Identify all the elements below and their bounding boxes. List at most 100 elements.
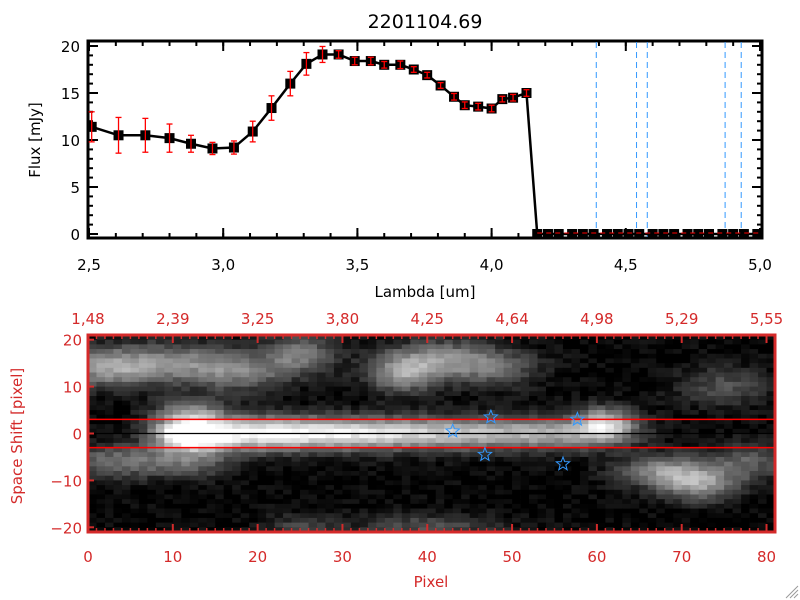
heatmap-cell [749, 424, 759, 430]
heatmap-cell [198, 353, 208, 359]
heatmap-cell [639, 494, 649, 500]
y-tick-label: −10 [50, 472, 82, 490]
heatmap-cell [435, 363, 445, 369]
x-tick-label: 40 [418, 548, 437, 566]
heatmap-cell [240, 485, 250, 491]
heatmap-cell [673, 400, 683, 406]
heatmap-cell [121, 410, 131, 416]
heatmap-cell [300, 386, 309, 392]
heatmap-cell [88, 335, 97, 341]
heatmap-cell [579, 395, 589, 402]
heatmap-cell [732, 405, 742, 411]
heatmap-cell [486, 461, 496, 467]
y-tick-label: 10 [61, 132, 80, 150]
heatmap-cell [401, 485, 411, 491]
heatmap-cell [673, 452, 683, 458]
heatmap-cell [495, 433, 504, 439]
heatmap-cell [147, 424, 157, 430]
heatmap-cell [613, 363, 623, 369]
heatmap-cell [333, 358, 343, 364]
heatmap-cell [512, 344, 521, 350]
heatmap-cell [707, 447, 717, 453]
heatmap-cell [342, 424, 352, 430]
heatmap-cell [681, 344, 691, 350]
heatmap-cell [376, 513, 386, 519]
heatmap-cell [647, 433, 657, 439]
heatmap-cell [579, 391, 589, 397]
heatmap-cell [537, 419, 547, 425]
heatmap-cell [529, 372, 538, 378]
heatmap-cell [724, 452, 733, 458]
heatmap-cell [325, 480, 335, 486]
heatmap-cell [274, 485, 284, 491]
heatmap-cell [435, 349, 445, 355]
heatmap-cell [461, 503, 471, 509]
heatmap-cell [732, 367, 742, 373]
heatmap-cell [300, 499, 309, 505]
heatmap-cell [249, 503, 259, 509]
heatmap-cell [452, 339, 462, 345]
heatmap-cell [520, 513, 530, 519]
heatmap-cell [664, 363, 674, 369]
heatmap-cell [393, 508, 403, 514]
heatmap-cell [121, 452, 131, 458]
heatmap-cell [266, 414, 275, 420]
heatmap-cell [215, 372, 225, 378]
heatmap-cell [249, 358, 259, 364]
heatmap-cell [350, 489, 360, 495]
heatmap-cell [223, 335, 233, 341]
heatmap-cell [715, 494, 725, 500]
heatmap-cell [613, 503, 623, 509]
heatmap-cell [554, 358, 564, 364]
heatmap-cell [664, 489, 674, 495]
heatmap-cell [427, 339, 437, 345]
heatmap-cell [376, 391, 386, 397]
heatmap-cell [673, 475, 683, 481]
heatmap-cell [96, 339, 106, 345]
heatmap-cell [639, 456, 649, 463]
heatmap-cell [104, 513, 114, 519]
heatmap-cell [766, 428, 776, 434]
heatmap-cell [724, 414, 733, 420]
data-point [717, 229, 728, 239]
heatmap-cell [622, 391, 632, 397]
resize-grip-icon[interactable] [785, 585, 799, 599]
heatmap-cell [427, 386, 437, 392]
heatmap-cell [164, 410, 174, 416]
heatmap-cell [342, 400, 352, 406]
heatmap-cell [418, 485, 428, 491]
heatmap-cell [690, 395, 700, 402]
heatmap-cell [622, 405, 632, 411]
heatmap-cell [291, 438, 301, 444]
heatmap-cell [698, 428, 708, 434]
heatmap-cell [147, 377, 157, 383]
heatmap-cell [121, 419, 131, 425]
heatmap-cell [189, 442, 199, 448]
heatmap-cell [698, 471, 708, 477]
heatmap-cell [206, 349, 216, 355]
heatmap-cell [698, 414, 708, 420]
heatmap-cell [495, 424, 504, 430]
heatmap-cell [410, 489, 420, 495]
heatmap-cell [639, 499, 649, 505]
heatmap-cell [96, 485, 106, 491]
heatmap-cell [401, 466, 411, 472]
heatmap-cell [189, 372, 199, 378]
heatmap-cell [698, 339, 708, 345]
heatmap-cell [393, 461, 403, 467]
heatmap-cell [741, 400, 750, 406]
heatmap-cell [198, 522, 208, 528]
heatmap-cell [147, 471, 157, 477]
heatmap-cell [554, 353, 564, 359]
heatmap-cell [605, 508, 615, 514]
heatmap-cell [88, 452, 97, 458]
heatmap-cell [274, 349, 284, 355]
heatmap-cell [605, 466, 615, 472]
y-tick-label: −20 [50, 519, 82, 537]
heatmap-cell [308, 358, 318, 364]
heatmap-cell [232, 353, 242, 359]
heatmap-cell [478, 419, 488, 425]
heatmap-cell [300, 344, 309, 350]
heatmap-cell [571, 410, 581, 416]
heatmap-cell [622, 335, 632, 341]
